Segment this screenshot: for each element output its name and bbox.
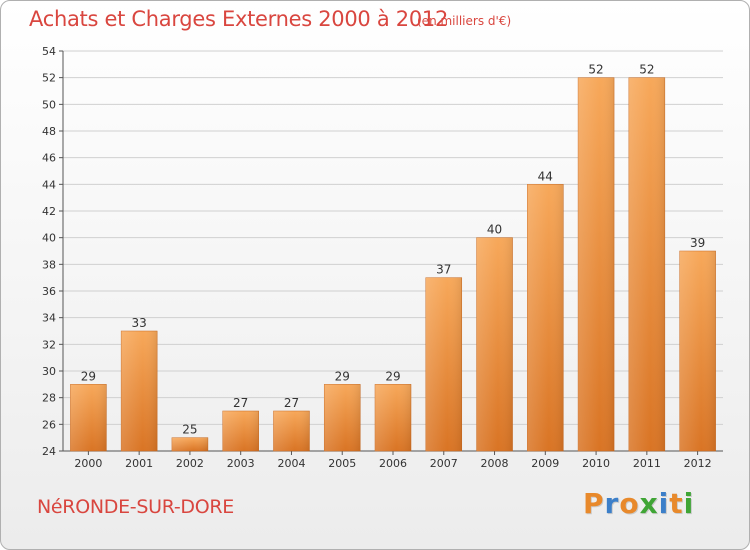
data-label: 52	[588, 63, 603, 77]
bar-shade	[222, 411, 259, 451]
y-tick-label: 40	[42, 232, 56, 245]
y-tick-label: 26	[42, 418, 56, 431]
x-tick-label: 2012	[684, 457, 712, 470]
data-label: 25	[182, 423, 197, 437]
bars	[70, 77, 716, 452]
bar-shade	[324, 384, 361, 451]
bar-shade	[628, 77, 665, 452]
x-tick-label: 2005	[328, 457, 356, 470]
logo-letter: x	[639, 487, 659, 520]
bar-shade	[578, 77, 615, 452]
bar-shade	[171, 437, 208, 451]
chart-title: Achats et Charges Externes 2000 à 2012	[29, 7, 449, 31]
y-tick-label: 54	[42, 45, 56, 58]
y-tick-label: 46	[42, 152, 56, 165]
x-tick-label: 2004	[277, 457, 305, 470]
data-label: 27	[233, 396, 248, 410]
y-tick-label: 24	[42, 445, 56, 458]
x-tick-label: 2010	[582, 457, 610, 470]
y-tick-label: 28	[42, 392, 56, 405]
bar-shade	[70, 384, 107, 451]
city-name: NéRONDE-SUR-DORE	[37, 496, 235, 518]
y-tick-label: 52	[42, 72, 56, 85]
x-tick-label: 2002	[176, 457, 204, 470]
x-tick-label: 2001	[125, 457, 153, 470]
y-tick-label: 50	[42, 98, 56, 111]
data-label: 37	[436, 263, 451, 277]
data-label: 33	[132, 316, 147, 330]
labels: 24 26 28 30 32 34 36 38 40 42 44 46 48 50 52 54 29 2000 33…	[42, 45, 712, 470]
proxiti-logo: Proxiti	[583, 487, 694, 520]
logo-letter: t	[669, 487, 684, 520]
y-tick-label: 30	[42, 365, 56, 378]
data-label: 29	[335, 369, 350, 383]
data-label: 44	[538, 169, 553, 183]
y-tick-label: 44	[42, 178, 56, 191]
x-tick-label: 2009	[531, 457, 559, 470]
bar-shade	[679, 251, 716, 451]
data-label: 29	[385, 369, 400, 383]
y-tick-label: 42	[42, 205, 56, 218]
logo-letter: o	[619, 487, 640, 520]
data-label: 27	[284, 396, 299, 410]
y-tick-label: 36	[42, 285, 56, 298]
x-tick-label: 2006	[379, 457, 407, 470]
logo-letter: i	[683, 487, 695, 520]
y-tick-label: 48	[42, 125, 56, 138]
x-tick-label: 2000	[74, 457, 102, 470]
x-tick-label: 2003	[227, 457, 255, 470]
logo-letter: r	[604, 487, 620, 520]
y-tick-label: 34	[42, 312, 56, 325]
bar-shade	[527, 184, 564, 452]
data-label: 39	[690, 236, 705, 250]
logo-letter: P	[583, 487, 605, 520]
data-label: 40	[487, 223, 502, 237]
bar-shade	[476, 237, 513, 451]
data-label: 52	[639, 63, 654, 77]
y-tick-label: 32	[42, 338, 56, 351]
x-tick-label: 2011	[633, 457, 661, 470]
bar-shade	[425, 277, 462, 451]
data-label: 29	[81, 369, 96, 383]
bar-shade	[273, 411, 310, 451]
bar-shade	[121, 331, 158, 451]
chart-subtitle: (en milliers d'€)	[417, 14, 512, 28]
x-tick-label: 2008	[481, 457, 509, 470]
logo-letter: i	[658, 487, 670, 520]
y-tick-label: 38	[42, 258, 56, 271]
bar-shade	[375, 384, 411, 451]
x-tick-label: 2007	[430, 457, 458, 470]
